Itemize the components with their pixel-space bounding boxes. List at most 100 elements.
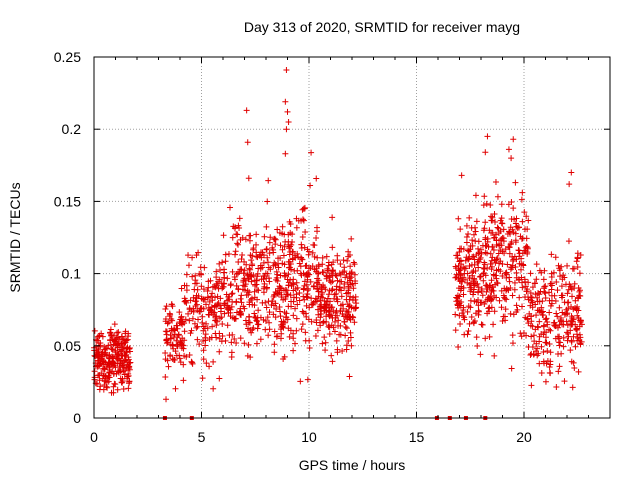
data-point bbox=[253, 340, 260, 347]
data-point bbox=[564, 322, 571, 329]
data-point bbox=[471, 231, 478, 238]
data-point bbox=[221, 310, 228, 317]
data-point bbox=[214, 301, 221, 308]
data-point bbox=[309, 301, 316, 308]
data-point bbox=[246, 319, 253, 326]
data-point bbox=[261, 283, 268, 290]
data-point bbox=[540, 349, 547, 356]
data-point bbox=[266, 319, 273, 326]
data-point bbox=[222, 337, 229, 344]
data-point bbox=[173, 322, 180, 329]
data-point bbox=[227, 309, 234, 316]
data-point bbox=[476, 256, 483, 263]
data-point bbox=[207, 277, 214, 284]
data-point bbox=[112, 364, 119, 371]
data-point bbox=[568, 338, 575, 345]
data-point bbox=[538, 269, 545, 276]
data-point bbox=[186, 317, 193, 324]
data-point bbox=[298, 254, 305, 261]
data-point bbox=[211, 303, 218, 310]
data-point bbox=[477, 254, 484, 261]
data-point bbox=[295, 253, 302, 260]
data-point bbox=[565, 299, 572, 306]
data-point-peak bbox=[282, 150, 289, 157]
data-point bbox=[498, 304, 505, 311]
data-point bbox=[235, 270, 242, 277]
data-point bbox=[555, 350, 562, 357]
data-point bbox=[481, 193, 488, 200]
data-point bbox=[494, 224, 501, 231]
data-point bbox=[489, 284, 496, 291]
data-point bbox=[493, 237, 500, 244]
data-point bbox=[331, 291, 338, 298]
data-point bbox=[469, 269, 476, 276]
data-point bbox=[569, 384, 576, 391]
data-point bbox=[571, 280, 578, 287]
data-point bbox=[182, 298, 189, 305]
data-point bbox=[281, 261, 288, 268]
data-point bbox=[337, 271, 344, 278]
data-point bbox=[524, 226, 531, 233]
data-point bbox=[279, 223, 286, 230]
data-point bbox=[246, 265, 253, 272]
data-point bbox=[572, 297, 579, 304]
data-point bbox=[225, 250, 232, 257]
data-point bbox=[479, 321, 486, 328]
data-point bbox=[524, 315, 531, 322]
data-point bbox=[463, 233, 470, 240]
data-point bbox=[460, 291, 467, 298]
data-point bbox=[223, 291, 230, 298]
data-point bbox=[572, 343, 579, 350]
data-point bbox=[546, 340, 553, 347]
data-point bbox=[162, 374, 169, 381]
data-point bbox=[303, 293, 310, 300]
plot-frame bbox=[93, 56, 611, 419]
data-point bbox=[202, 331, 209, 338]
data-point bbox=[546, 326, 553, 333]
data-point bbox=[511, 279, 518, 286]
data-point bbox=[301, 296, 308, 303]
data-point bbox=[240, 282, 247, 289]
data-point bbox=[244, 271, 251, 278]
data-point bbox=[224, 306, 231, 313]
data-point bbox=[542, 316, 549, 323]
data-point bbox=[211, 294, 218, 301]
data-point bbox=[537, 308, 544, 315]
data-point bbox=[350, 285, 357, 292]
data-point bbox=[475, 284, 482, 291]
data-point bbox=[192, 272, 199, 279]
data-point bbox=[243, 321, 250, 328]
data-point bbox=[212, 314, 219, 321]
data-point bbox=[539, 311, 546, 318]
data-point bbox=[310, 283, 317, 290]
data-point bbox=[542, 294, 549, 301]
data-point bbox=[352, 304, 359, 311]
data-point bbox=[554, 287, 561, 294]
data-point bbox=[560, 321, 567, 328]
data-point bbox=[482, 335, 489, 342]
data-point-peak bbox=[285, 118, 292, 125]
data-point bbox=[343, 308, 350, 315]
data-point bbox=[548, 292, 555, 299]
data-point bbox=[191, 320, 198, 327]
data-point bbox=[115, 334, 122, 341]
data-point bbox=[206, 298, 213, 305]
data-point bbox=[457, 272, 464, 279]
data-point bbox=[189, 254, 196, 261]
data-point bbox=[461, 270, 468, 277]
data-point bbox=[235, 285, 242, 292]
data-point bbox=[562, 281, 569, 288]
data-point bbox=[265, 332, 272, 339]
data-point bbox=[266, 326, 273, 333]
data-point bbox=[292, 254, 299, 261]
data-point bbox=[217, 267, 224, 274]
data-point bbox=[343, 346, 350, 353]
data-point bbox=[263, 223, 270, 230]
data-point bbox=[270, 246, 277, 253]
data-point bbox=[546, 309, 553, 316]
data-point-peak bbox=[566, 181, 573, 188]
data-point bbox=[162, 328, 169, 335]
data-point bbox=[319, 261, 326, 268]
data-point bbox=[200, 347, 207, 354]
data-point bbox=[305, 251, 312, 258]
